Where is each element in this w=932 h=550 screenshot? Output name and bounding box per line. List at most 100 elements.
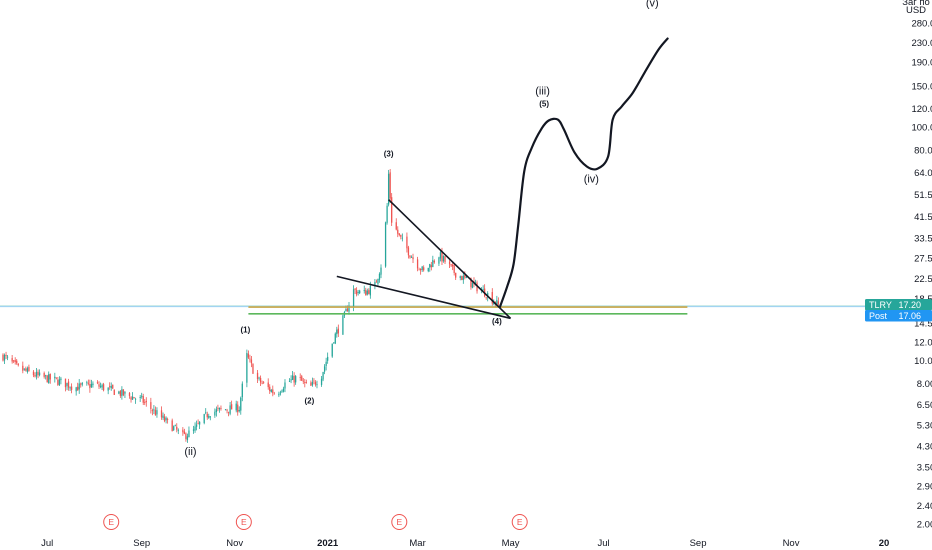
candle-body (3, 355, 6, 361)
candle-body (90, 383, 93, 388)
candle-body (441, 250, 443, 262)
candle-body (237, 404, 239, 413)
x-tick-label: Jul (41, 538, 53, 549)
earnings-marker-circle (103, 514, 120, 530)
price-tag-post[interactable]: Post 17.06 (865, 310, 932, 322)
candle-body (256, 372, 259, 380)
earnings-marker[interactable]: E (511, 514, 528, 530)
wave-label: (iii) (535, 86, 550, 98)
price-tag-label: Post (869, 311, 888, 321)
candle-body (282, 388, 285, 392)
y-tick-label: 230.00 (911, 38, 932, 49)
candle-body (78, 383, 80, 390)
y-tick-label: 150.00 (911, 82, 932, 93)
candle-body (496, 299, 498, 306)
candle-body (249, 358, 251, 360)
candle-body (464, 274, 466, 278)
candle-body (470, 277, 472, 288)
y-tick-label: 120.00 (911, 104, 932, 115)
candle-body (58, 379, 61, 385)
candle-body (272, 389, 274, 394)
earnings-marker[interactable]: E (103, 514, 120, 530)
candle-body (246, 353, 248, 383)
candle-body (206, 413, 208, 418)
candle-body (35, 371, 38, 377)
x-tick-label: Nov (783, 538, 800, 549)
candle-body (5, 354, 7, 357)
candle-body (145, 400, 147, 403)
price-tag-bg (865, 299, 932, 311)
candle-body (423, 267, 425, 271)
candle-body (305, 382, 307, 384)
earnings-marker[interactable]: E (235, 514, 252, 530)
candle-body (139, 396, 141, 398)
candle-body (38, 372, 41, 376)
candle-body (69, 387, 71, 389)
candle-body (359, 290, 361, 294)
candle-body (70, 386, 73, 390)
wave-label: (2) (304, 397, 314, 406)
y-tick-label: 14.50 (914, 318, 932, 329)
y-tick-label: 41.50 (914, 212, 932, 223)
candle-body (284, 382, 286, 389)
candle-body (291, 375, 294, 380)
candle-body (430, 265, 432, 268)
candle-body (375, 281, 378, 283)
candle-body (217, 407, 219, 409)
x-tick-label: Jul (597, 538, 609, 549)
price-tag-label: TLRY (869, 300, 892, 310)
earnings-marker[interactable]: E (391, 514, 408, 530)
candle-body (418, 269, 420, 271)
candle-body (25, 368, 27, 371)
candle-body (352, 289, 355, 307)
candle-body (322, 372, 324, 380)
price-tag-value: 17.20 (898, 300, 921, 310)
candle-body (81, 383, 83, 385)
price-tag-tlry[interactable]: TLRY 17.20 (865, 299, 932, 311)
candle-body (432, 259, 434, 267)
wave-label: (iv) (584, 174, 599, 186)
candle-body (150, 402, 152, 409)
candle-body (374, 282, 376, 286)
price-axis-panel (897, 0, 932, 550)
candle-body (43, 373, 45, 377)
candle-body (459, 276, 461, 278)
candle-body (45, 375, 47, 377)
candle-body (442, 255, 445, 262)
candle-body (183, 431, 186, 434)
candle-body (270, 389, 272, 393)
y-tick-label: 10.00 (914, 356, 932, 367)
candle-body (366, 290, 368, 295)
candle-body (101, 384, 103, 388)
candle-body (368, 290, 370, 294)
candle-body (438, 257, 440, 264)
candle-body (17, 363, 19, 366)
candle-body (57, 379, 59, 385)
candle-body (238, 409, 240, 412)
x-tick-label: May (502, 538, 520, 549)
candle-body (118, 391, 120, 394)
candle-body (86, 382, 88, 384)
candle-body (192, 429, 195, 431)
candle-body (331, 343, 333, 357)
candle-body (134, 398, 137, 400)
candle-body (448, 261, 451, 265)
y-tick-label: 2.00 (917, 519, 932, 530)
candle-body (75, 387, 77, 392)
candle-body (151, 410, 154, 412)
candle-body (195, 424, 198, 427)
candle-body (258, 377, 260, 379)
candle-body (124, 391, 126, 394)
earnings-marker-label: E (517, 517, 523, 527)
candle-body (471, 282, 474, 289)
x-tick-label: Mar (409, 538, 425, 549)
candle-body (194, 426, 196, 431)
candle-body (229, 405, 231, 414)
candle-body (259, 377, 262, 383)
candle-body (49, 374, 51, 380)
candle-body (273, 393, 275, 395)
candle-body (177, 429, 179, 431)
y-tick-label: 2.90 (917, 482, 932, 493)
